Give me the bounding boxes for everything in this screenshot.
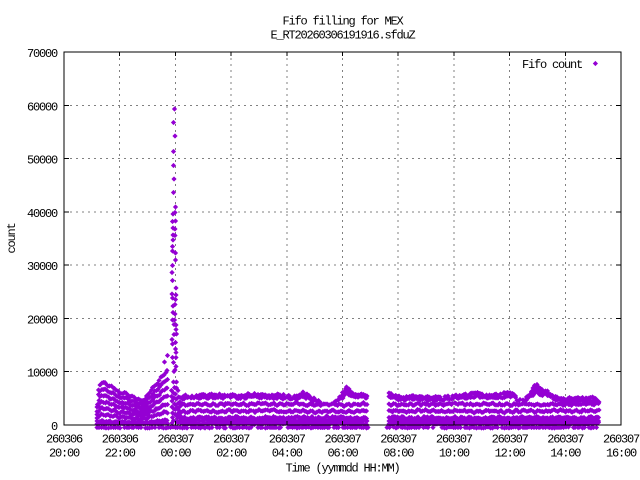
svg-text:40000: 40000 [27,207,58,221]
svg-text:260307: 260307 [213,433,250,447]
svg-text:10:00: 10:00 [439,447,470,461]
svg-text:30000: 30000 [27,260,58,274]
svg-text:Time (yymmdd HH:MM): Time (yymmdd HH:MM) [285,462,399,476]
svg-text:02:00: 02:00 [216,447,247,461]
svg-text:00:00: 00:00 [160,447,191,461]
svg-text:260307: 260307 [492,433,529,447]
svg-text:22:00: 22:00 [105,447,136,461]
svg-text:260306: 260306 [102,433,139,447]
svg-text:Fifo count: Fifo count [522,58,582,72]
svg-text:10000: 10000 [27,367,58,381]
svg-text:08:00: 08:00 [383,447,414,461]
svg-text:16:00: 16:00 [606,447,637,461]
svg-text:0: 0 [51,420,58,434]
svg-text:50000: 50000 [27,154,58,168]
svg-text:260307: 260307 [157,433,194,447]
svg-text:260307: 260307 [269,433,306,447]
svg-text:260307: 260307 [436,433,473,447]
svg-text:260307: 260307 [324,433,361,447]
svg-text:06:00: 06:00 [327,447,358,461]
svg-text:260306: 260306 [46,433,83,447]
svg-text:14:00: 14:00 [550,447,581,461]
svg-text:70000: 70000 [27,47,58,61]
svg-text:260307: 260307 [547,433,584,447]
svg-text:Fifo filling for MEX: Fifo filling for MEX [282,15,403,29]
svg-text:04:00: 04:00 [272,447,303,461]
svg-text:60000: 60000 [27,100,58,114]
svg-text:20000: 20000 [27,313,58,327]
svg-text:E_RT20260306191916.sfduZ: E_RT20260306191916.sfduZ [270,29,415,43]
svg-text:260307: 260307 [380,433,417,447]
svg-text:260307: 260307 [603,433,640,447]
svg-text:12:00: 12:00 [495,447,526,461]
svg-text:count: count [5,223,19,253]
svg-text:20:00: 20:00 [49,447,80,461]
